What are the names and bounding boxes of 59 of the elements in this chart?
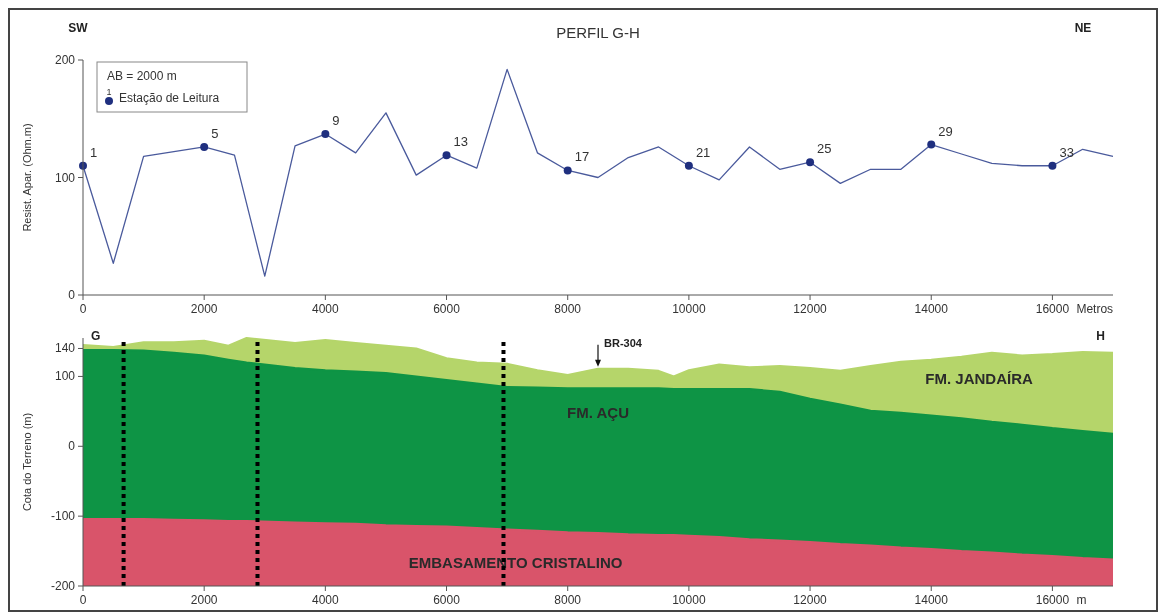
x-tick-label: 6000 bbox=[433, 593, 461, 607]
x-tick-label: 6000 bbox=[433, 302, 461, 316]
y-tick-label: 100 bbox=[54, 170, 76, 185]
point bbox=[684, 161, 693, 170]
x-tick-label: 16000 bbox=[1035, 302, 1070, 316]
x-tick-label: 14000 bbox=[914, 302, 949, 316]
annotation: 17 bbox=[574, 149, 590, 165]
x-tick-label: 8000 bbox=[554, 593, 582, 607]
point bbox=[1048, 161, 1057, 170]
y-tick-label: 0 bbox=[68, 288, 76, 302]
x-tick-label: 0 bbox=[79, 302, 87, 316]
x-tick-label: 12000 bbox=[793, 593, 828, 607]
point bbox=[806, 158, 815, 167]
text: 1 bbox=[106, 87, 112, 97]
x-axis-title: Metros bbox=[1076, 302, 1114, 316]
y-tick-label: 100 bbox=[54, 369, 76, 384]
chart-title: PERFIL G-H bbox=[556, 24, 640, 41]
series-label: EMBASAMENTO CRISTALINO bbox=[408, 554, 623, 571]
annotation: G bbox=[91, 329, 101, 343]
y-tick-label: 200 bbox=[54, 53, 76, 67]
x-tick-label: 8000 bbox=[554, 302, 582, 316]
annotation: H bbox=[1096, 329, 1105, 343]
annotation: BR-304 bbox=[604, 336, 643, 349]
x-tick-label: 2000 bbox=[190, 593, 218, 607]
legend-label: Estação de Leitura bbox=[119, 91, 220, 105]
series-label: FM. JANDAÍRA bbox=[925, 370, 1034, 388]
y-tick-label: 0 bbox=[68, 439, 76, 454]
y-axis-title: Cota do Terreno (m) bbox=[21, 412, 33, 512]
x-tick-label: 12000 bbox=[793, 302, 828, 316]
annotation: 33 bbox=[1059, 144, 1074, 160]
x-tick-label: 10000 bbox=[672, 593, 706, 607]
annotation: 13 bbox=[453, 134, 468, 150]
annotation: 21 bbox=[695, 144, 711, 160]
x-tick-label: 10000 bbox=[672, 302, 706, 316]
y-tick-label: 140 bbox=[54, 341, 76, 356]
annotation: 29 bbox=[938, 123, 953, 139]
x-tick-label: 4000 bbox=[312, 593, 340, 607]
x-tick-label: 4000 bbox=[312, 302, 340, 316]
annotation: 5 bbox=[211, 125, 219, 141]
point bbox=[321, 130, 330, 139]
annotation: 1 bbox=[90, 144, 98, 160]
point bbox=[200, 142, 209, 151]
y-axis-title: Resist. Apar. (Ohm.m) bbox=[21, 123, 33, 232]
series-label: FM. AÇU bbox=[567, 404, 629, 422]
point bbox=[563, 166, 572, 175]
legend-title: AB = 2000 m bbox=[107, 69, 177, 83]
text: NE bbox=[1074, 21, 1092, 35]
text: SW bbox=[68, 21, 89, 35]
x-tick-label: 14000 bbox=[914, 593, 949, 607]
y-tick-label: -100 bbox=[50, 509, 76, 524]
x-tick-label: 16000 bbox=[1035, 593, 1070, 607]
point bbox=[927, 140, 936, 149]
annotation: 9 bbox=[332, 113, 340, 129]
x-tick-label: 0 bbox=[79, 593, 87, 607]
y-tick-label: -200 bbox=[50, 579, 76, 593]
annotation: 25 bbox=[817, 141, 832, 157]
point bbox=[442, 151, 451, 160]
x-tick-label: 2000 bbox=[190, 302, 218, 316]
x-axis-title: m bbox=[1076, 593, 1087, 607]
